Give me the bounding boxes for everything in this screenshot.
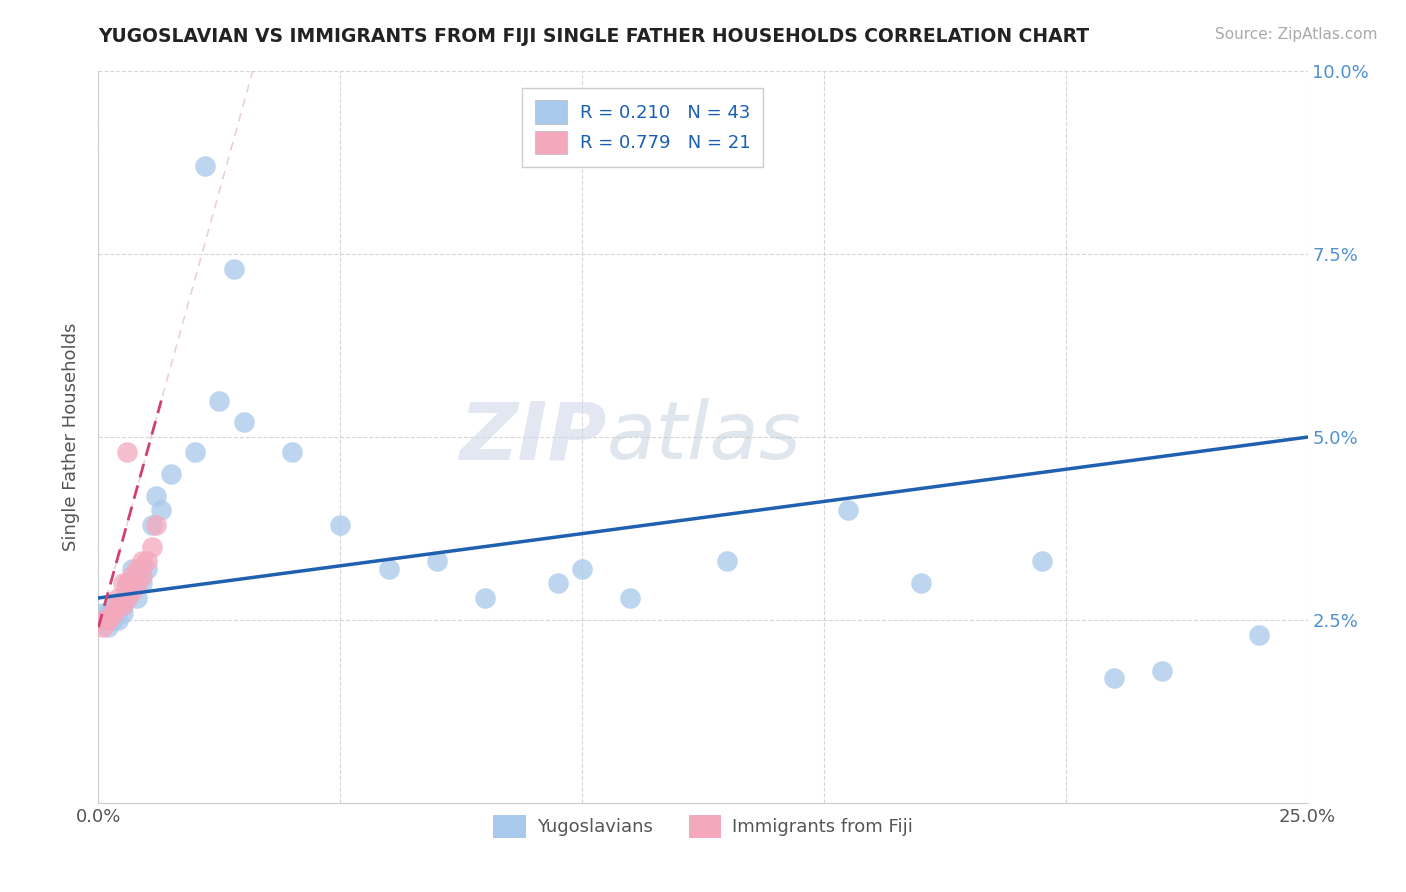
Point (111, 606, 134, 620)
Point (1152, 664, 1174, 678)
Point (1249, 627, 1271, 641)
Point (101, 606, 124, 620)
Point (131, 569, 153, 583)
Point (121, 562, 143, 576)
Point (127, 576, 149, 591)
Point (117, 576, 139, 591)
Point (107, 599, 129, 613)
Point (121, 583, 143, 598)
Point (107, 599, 129, 613)
Point (377, 562, 399, 576)
Point (127, 591, 149, 605)
Point (232, 416, 254, 430)
Text: ZIP: ZIP (458, 398, 606, 476)
Point (121, 569, 143, 583)
Point (91, 613, 114, 627)
Point (101, 606, 124, 620)
Point (160, 467, 183, 481)
Point (474, 591, 496, 605)
Point (145, 517, 167, 532)
Point (91, 613, 114, 627)
Text: atlas: atlas (606, 398, 801, 476)
Point (97, 613, 120, 627)
Point (107, 591, 129, 605)
Point (145, 489, 167, 503)
Point (135, 562, 157, 576)
Point (107, 613, 129, 627)
Point (111, 576, 134, 591)
Y-axis label: Single Father Households: Single Father Households (62, 323, 80, 551)
Point (1031, 554, 1053, 568)
Point (222, 261, 245, 276)
Point (101, 613, 124, 627)
Point (184, 444, 207, 458)
Text: Source: ZipAtlas.com: Source: ZipAtlas.com (1215, 27, 1378, 42)
Point (97, 606, 120, 620)
Point (910, 576, 932, 591)
Point (208, 393, 231, 408)
Point (117, 591, 139, 605)
Point (619, 591, 641, 605)
Legend: Yugoslavians, Immigrants from Fiji: Yugoslavians, Immigrants from Fiji (486, 807, 920, 845)
Point (127, 576, 149, 591)
Point (281, 444, 304, 458)
Point (117, 591, 139, 605)
Point (194, 160, 217, 174)
Point (150, 503, 173, 517)
Point (571, 562, 593, 576)
Point (131, 576, 153, 591)
Point (141, 540, 163, 554)
Point (111, 599, 134, 613)
Point (111, 591, 134, 605)
Point (547, 576, 569, 591)
Point (121, 576, 143, 591)
Point (111, 599, 134, 613)
Point (837, 503, 859, 517)
Point (101, 599, 124, 613)
Point (91, 620, 114, 634)
Point (117, 444, 139, 458)
Point (101, 606, 124, 620)
Text: YUGOSLAVIAN VS IMMIGRANTS FROM FIJI SINGLE FATHER HOUSEHOLDS CORRELATION CHART: YUGOSLAVIAN VS IMMIGRANTS FROM FIJI SING… (98, 27, 1090, 45)
Point (97, 620, 120, 634)
Point (131, 554, 153, 568)
Point (426, 554, 449, 568)
Point (135, 554, 157, 568)
Point (716, 554, 738, 568)
Point (117, 576, 139, 591)
Point (141, 517, 163, 532)
Point (329, 517, 352, 532)
Point (97, 613, 120, 627)
Point (1102, 672, 1125, 686)
Point (127, 562, 149, 576)
Point (97, 613, 120, 627)
Point (91, 606, 114, 620)
